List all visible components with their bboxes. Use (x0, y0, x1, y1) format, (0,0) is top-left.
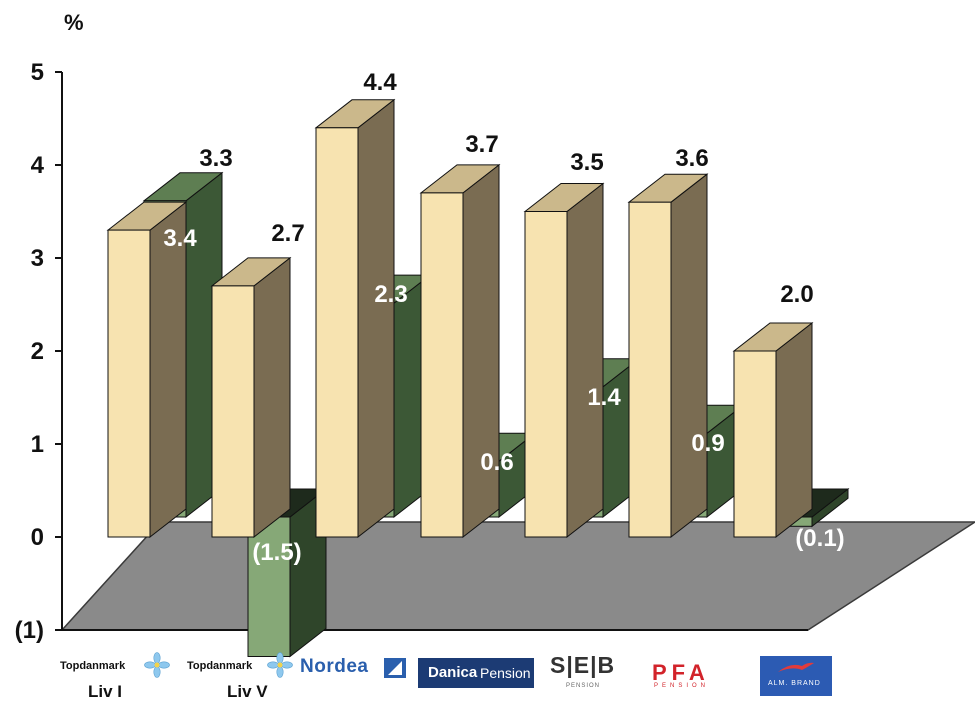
data-label-series1: 3.5 (570, 149, 603, 176)
bar-series1-1-side (253, 256, 291, 539)
liv-i-label: Liv I (88, 682, 123, 701)
bar-series1-5 (627, 173, 709, 539)
bar-series1-0-front (107, 229, 151, 538)
danica-logo-text: Danica (428, 664, 478, 681)
bar-series1-4 (523, 182, 605, 539)
data-label-series2: 0.6 (480, 449, 513, 476)
alm-brand-bird-icon (778, 662, 814, 672)
y-tick-label: 3 (31, 245, 44, 272)
bar-series1-4-front (524, 211, 568, 538)
bar-series1-2-side (357, 98, 395, 539)
bar-series1-2-front (315, 127, 359, 538)
logo-topdanmark-liv-i: Topdanmark Liv I (60, 652, 180, 702)
pension-logo-text: Pension (480, 665, 531, 681)
data-label-series1: 4.4 (363, 69, 397, 96)
bar-series1-4-side (566, 182, 604, 539)
liv-v-label: Liv V (227, 682, 268, 701)
logo-danica-pension: Danica Pension (418, 658, 534, 688)
topdanmark-logo-text: Topdanmark (60, 660, 126, 672)
logo-seb-pension: S|E|B PENSION (548, 652, 624, 698)
data-label-series2: 2.3 (374, 281, 407, 308)
bar-series1-1-front (211, 285, 255, 538)
data-label-series2: (1.5) (252, 539, 301, 566)
y-tick-label: 5 (31, 59, 44, 86)
pfa-logo-text: PFA (652, 660, 710, 685)
data-label-series2: 0.9 (691, 430, 724, 457)
bar-series1-6 (732, 321, 814, 539)
bar-series1-3-side (462, 163, 500, 539)
bar-series1-2 (314, 98, 396, 539)
y-tick-label: (1) (15, 617, 44, 644)
data-label-series1: 2.7 (271, 220, 304, 247)
y-tick-label: 1 (31, 431, 44, 458)
logo-alm-brand: ALM. BRAND (760, 656, 832, 696)
bar-series1-3-front (420, 192, 464, 538)
seb-pension-text: PENSION (566, 683, 601, 689)
logo-nordea: Nordea (300, 656, 408, 684)
bar-series1-6-front (733, 350, 777, 538)
bar-series1-5-front (628, 201, 672, 538)
y-tick-label: 0 (31, 524, 44, 551)
seb-logo-text: S|E|B (550, 652, 616, 678)
bar-series1-0 (106, 201, 188, 539)
flower-icon (144, 652, 170, 678)
data-label-series1: 3.3 (199, 145, 232, 172)
bar-series1-6-side (775, 321, 813, 539)
bar-series1-1 (210, 256, 292, 539)
nordea-sail-icon (384, 658, 406, 678)
y-axis-label: % (64, 10, 84, 35)
bar-series1-5-side (670, 173, 708, 539)
logo-topdanmark-liv-v: Topdanmark Liv V (187, 652, 307, 702)
bar-series1-0-side (149, 201, 187, 539)
nordea-logo-text: Nordea (300, 656, 369, 677)
data-label-series2: 1.4 (587, 384, 621, 411)
bar-series1-3 (419, 163, 501, 539)
data-label-series1: 3.6 (675, 145, 708, 172)
alm-brand-logo-text: ALM. BRAND (768, 680, 821, 687)
flower-icon (267, 652, 293, 678)
logo-pfa-pension: PFA PENSION (648, 660, 732, 694)
data-label-series1: 3.7 (465, 131, 498, 158)
y-tick-label: 2 (31, 338, 44, 365)
pfa-pension-text: PENSION (654, 683, 710, 689)
data-label-series1: 2.0 (780, 281, 813, 308)
data-label-series2: (0.1) (795, 525, 844, 552)
topdanmark-logo-text: Topdanmark (187, 660, 253, 672)
data-label-series2: 3.4 (163, 225, 197, 252)
y-tick-label: 4 (31, 152, 45, 179)
bar-series2-1-front (247, 516, 291, 657)
